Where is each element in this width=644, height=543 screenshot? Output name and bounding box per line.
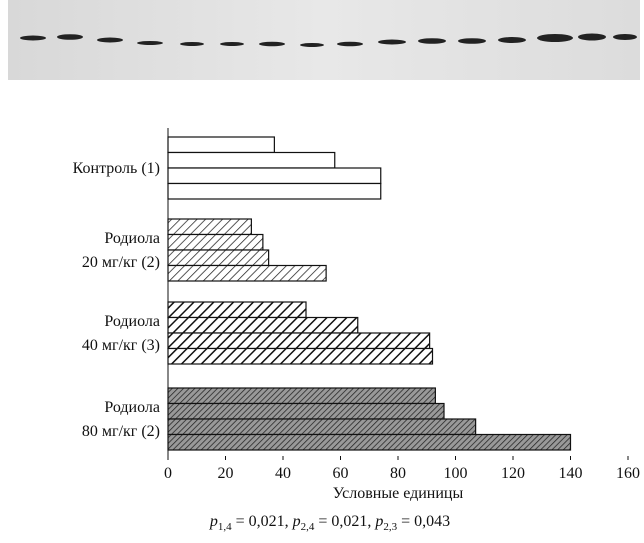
- category-label: 80 мг/кг (2): [82, 423, 160, 440]
- annotation-symbol: p: [209, 513, 218, 530]
- annotation-text: = 0,021,: [314, 513, 375, 530]
- category-label: Родиола: [104, 230, 160, 247]
- category-label: Родиола: [104, 399, 160, 416]
- bar: [168, 435, 571, 451]
- x-tick-label: 100: [444, 465, 468, 482]
- category-label: Родиола: [104, 313, 160, 330]
- bar: [168, 302, 306, 318]
- category-label: Контроль (1): [73, 160, 160, 177]
- annotation-text: = 0,043: [397, 513, 450, 530]
- annotation: p1,4 = 0,021, p2,4 = 0,021, p2,3 = 0,043: [209, 513, 450, 533]
- bar: [168, 318, 358, 334]
- annotation-text: = 0,021,: [232, 513, 293, 530]
- western-blot: [8, 0, 640, 80]
- x-tick-label: 120: [501, 465, 525, 482]
- chart: Условные единицы p1,4 = 0,021, p2,4 = 0,…: [0, 0, 644, 538]
- bar: [168, 168, 381, 184]
- bar: [168, 219, 251, 235]
- bar: [168, 333, 430, 349]
- bar: [168, 153, 335, 169]
- x-tick-label: 80: [390, 465, 406, 482]
- category-label: 20 мг/кг (2): [82, 254, 160, 271]
- x-tick-label: 160: [616, 465, 640, 482]
- annotation-subscript: 2,4: [301, 521, 315, 533]
- x-tick-label: 60: [333, 465, 349, 482]
- x-tick-label: 140: [559, 465, 583, 482]
- x-tick-label: 0: [164, 465, 172, 482]
- annotation-subscript: 1,4: [218, 521, 232, 533]
- annotation-subscript: 2,3: [383, 521, 397, 533]
- bar: [168, 184, 381, 200]
- annotation-symbol: p: [292, 513, 301, 530]
- bar: [168, 404, 444, 420]
- x-axis-label: Условные единицы: [333, 485, 464, 502]
- annotation-symbol: p: [374, 513, 383, 530]
- bar: [168, 250, 269, 266]
- x-tick-label: 20: [218, 465, 234, 482]
- bar: [168, 388, 435, 404]
- bar: [168, 419, 476, 435]
- bar: [168, 235, 263, 251]
- bar: [168, 266, 326, 282]
- bar: [168, 349, 433, 365]
- category-label: 40 мг/кг (3): [82, 337, 160, 354]
- x-tick-label: 40: [275, 465, 291, 482]
- bar: [168, 137, 274, 153]
